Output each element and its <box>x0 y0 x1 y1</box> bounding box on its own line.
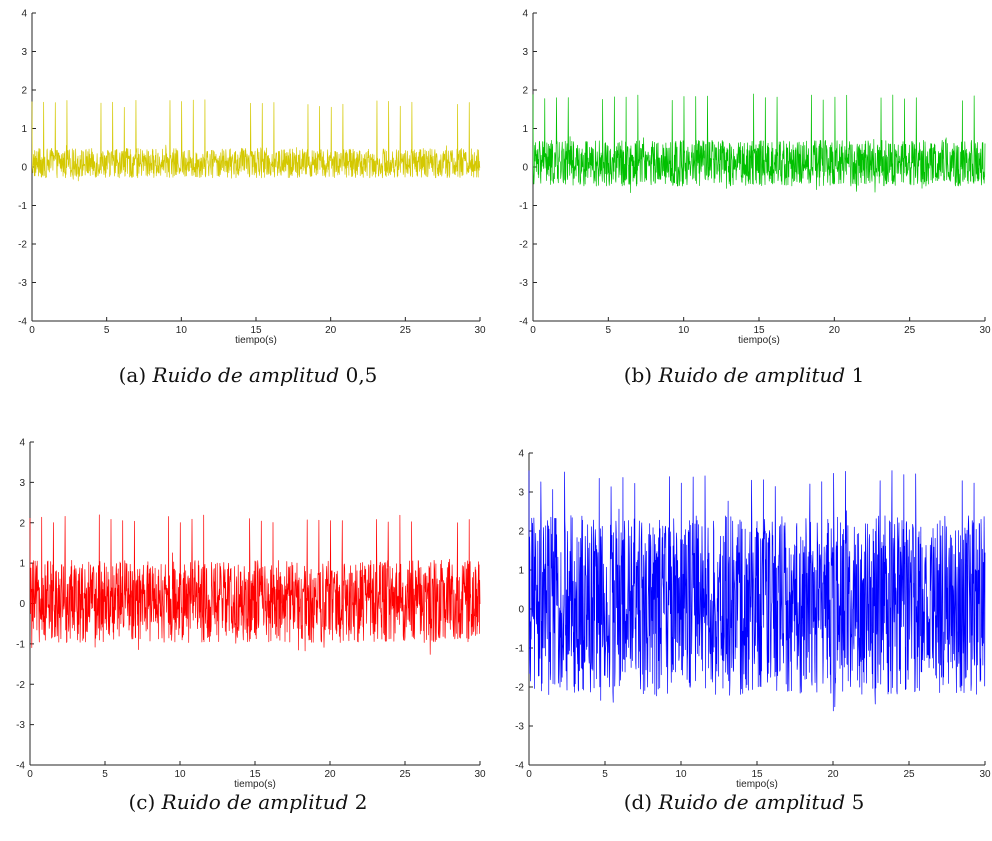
x-tick-label: 15 <box>250 325 262 336</box>
y-tick-label: -3 <box>16 720 25 731</box>
y-tick-label: -1 <box>16 639 25 650</box>
x-tick-label: 25 <box>903 769 915 780</box>
x-axis-label: tiempo(s) <box>234 779 276 790</box>
y-tick-label: 0 <box>21 163 27 174</box>
x-tick-label: 5 <box>104 325 110 336</box>
x-tick-label: 20 <box>829 325 841 336</box>
x-tick-label: 20 <box>324 769 336 780</box>
chart-d-caption: (d) Ruido de amplitud 5 <box>496 790 992 814</box>
y-tick-label: 2 <box>19 518 25 529</box>
caption-tag: (c) <box>128 790 156 814</box>
y-tick-label: -2 <box>18 240 27 251</box>
y-tick-label: 3 <box>518 488 524 499</box>
y-tick-label: -3 <box>515 722 524 733</box>
signal-line <box>31 99 481 182</box>
x-tick-label: 5 <box>102 769 108 780</box>
y-tick-label: 4 <box>19 438 25 449</box>
caption-tag: (b) <box>623 363 653 387</box>
x-tick-label: 20 <box>827 769 839 780</box>
y-tick-label: -2 <box>519 240 528 251</box>
signal-line <box>528 470 986 712</box>
x-tick-label: 5 <box>606 325 612 336</box>
y-tick-label: -4 <box>16 761 25 772</box>
y-tick-label: -1 <box>515 644 524 655</box>
y-tick-label: 2 <box>522 86 528 97</box>
caption-value: 0,5 <box>345 363 378 387</box>
y-tick-label: 1 <box>522 124 528 135</box>
caption-text: Ruido de amplitud <box>658 363 846 387</box>
x-axis-label: tiempo(s) <box>738 335 780 346</box>
caption-value: 1 <box>851 363 865 387</box>
x-tick-label: 0 <box>530 325 536 336</box>
y-tick-label: 1 <box>518 566 524 577</box>
x-tick-label: 0 <box>526 769 532 780</box>
y-tick-label: -2 <box>16 680 25 691</box>
y-tick-label: 2 <box>21 86 27 97</box>
x-tick-label: 30 <box>979 769 991 780</box>
y-tick-label: -1 <box>519 201 528 212</box>
y-tick-label: -3 <box>18 278 27 289</box>
x-tick-label: 15 <box>751 769 763 780</box>
caption-text: Ruido de amplitud <box>658 790 846 814</box>
caption-tag: (a) <box>118 363 147 387</box>
x-axis-label: tiempo(s) <box>235 335 277 346</box>
signal-line <box>532 93 986 193</box>
x-tick-label: 0 <box>29 325 35 336</box>
caption-tag: (d) <box>623 790 653 814</box>
caption-value: 5 <box>851 790 865 814</box>
y-tick-label: 0 <box>518 605 524 616</box>
y-tick-label: -4 <box>519 317 528 328</box>
y-tick-label: -4 <box>515 761 524 772</box>
chart-panel-a: 4 3 2 1 0 -1 -2 -3 -4 0 5 10 15 20 25 30 tiempo(s) (a) R… <box>0 0 496 400</box>
y-tick-label: 1 <box>21 124 27 135</box>
y-tick-label: -2 <box>515 683 524 694</box>
y-tick-label: 3 <box>522 47 528 58</box>
chart-panel-b: 4 3 2 1 0 -1 -2 -3 -4 0 5 10 15 20 25 30 tiempo(s) (b) R… <box>496 0 992 400</box>
y-tick-label: 1 <box>19 559 25 570</box>
x-tick-label: 25 <box>399 769 411 780</box>
x-tick-label: 0 <box>27 769 33 780</box>
chart-a-caption: (a) Ruido de amplitud 0,5 <box>0 363 496 387</box>
x-tick-label: 25 <box>400 325 412 336</box>
x-tick-label: 30 <box>979 325 991 336</box>
x-tick-label: 10 <box>174 769 186 780</box>
y-tick-label: 4 <box>522 9 528 20</box>
y-tick-label: 2 <box>518 527 524 538</box>
chart-panel-c: 4 3 2 1 0 -1 -2 -3 -4 0 5 10 15 20 25 30 tiempo(s) (c) R… <box>0 430 496 841</box>
x-tick-label: 30 <box>474 325 486 336</box>
y-tick-label: 4 <box>21 9 27 20</box>
y-tick-label: 4 <box>518 449 524 460</box>
y-tick-label: 0 <box>19 599 25 610</box>
y-tick-label: 3 <box>21 47 27 58</box>
x-tick-label: 15 <box>753 325 765 336</box>
caption-text: Ruido de amplitud <box>161 790 349 814</box>
y-tick-label: 3 <box>19 478 25 489</box>
y-tick-label: -3 <box>519 278 528 289</box>
y-tick-label: 0 <box>522 163 528 174</box>
x-tick-label: 30 <box>474 769 486 780</box>
x-tick-label: 10 <box>678 325 690 336</box>
chart-panel-d: 4 3 2 1 0 -1 -2 -3 -4 0 5 10 15 20 25 30 tiempo(s) (d) R… <box>496 430 992 841</box>
x-tick-label: 5 <box>602 769 608 780</box>
signal-line <box>29 514 481 655</box>
x-tick-label: 15 <box>249 769 261 780</box>
chart-c-caption: (c) Ruido de amplitud 2 <box>0 790 496 814</box>
y-tick-label: -1 <box>18 201 27 212</box>
x-tick-label: 25 <box>904 325 916 336</box>
x-tick-label: 10 <box>675 769 687 780</box>
y-tick-label: -4 <box>18 317 27 328</box>
x-tick-label: 20 <box>325 325 337 336</box>
caption-text: Ruido de amplitud <box>152 363 340 387</box>
x-tick-label: 10 <box>176 325 188 336</box>
caption-value: 2 <box>354 790 368 814</box>
chart-b-caption: (b) Ruido de amplitud 1 <box>496 363 992 387</box>
x-axis-label: tiempo(s) <box>736 779 778 790</box>
